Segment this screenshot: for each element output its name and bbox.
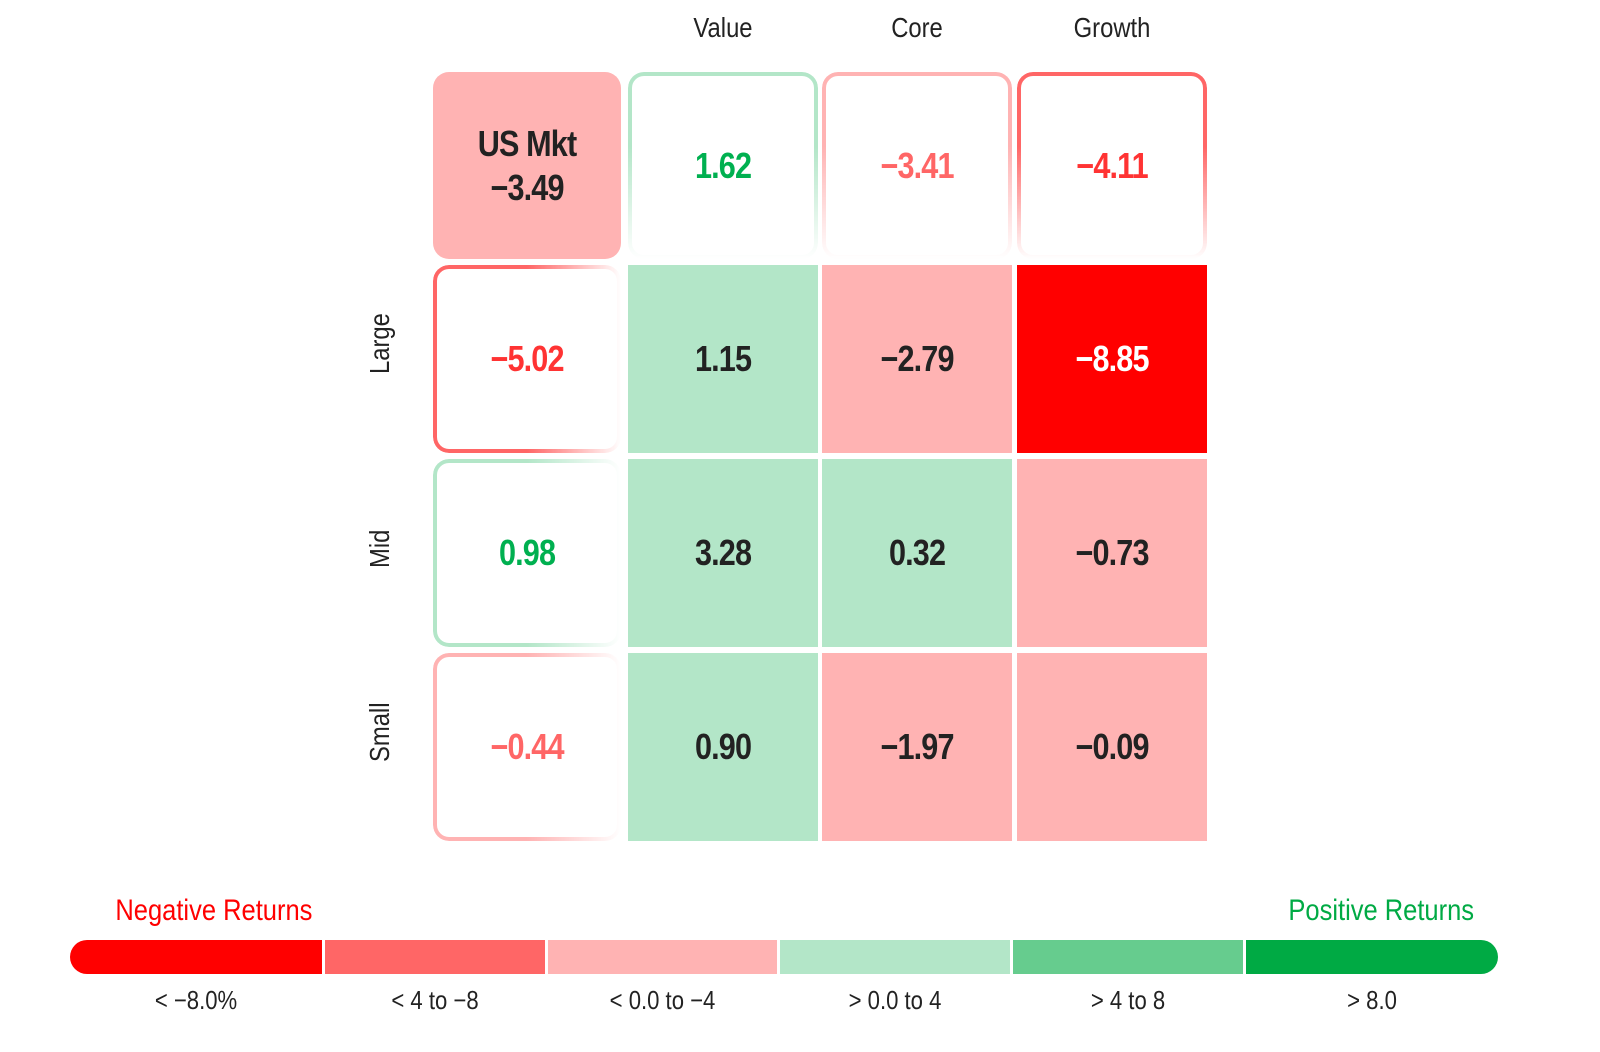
cell-value: −0.73 bbox=[1075, 532, 1149, 573]
heatmap-cell: −8.85 bbox=[1017, 265, 1207, 453]
legend-swatch bbox=[1013, 940, 1243, 974]
market-cell: US Mkt −3.49 bbox=[433, 72, 621, 259]
market-value: −3.49 bbox=[490, 166, 564, 208]
row-total-cell: −0.44 bbox=[433, 653, 621, 841]
cell-value: 1.15 bbox=[694, 338, 752, 379]
legend-swatch bbox=[1246, 940, 1498, 974]
column-total-cell: −4.11 bbox=[1017, 72, 1207, 259]
column-header: Core bbox=[891, 12, 943, 43]
legend-bin-label: > 4 to 8 bbox=[1090, 985, 1166, 1015]
column-total-value: 1.62 bbox=[694, 144, 752, 186]
legend-swatch bbox=[548, 940, 777, 974]
legend-swatch bbox=[780, 940, 1010, 974]
heatmap-cell: 3.28 bbox=[628, 459, 818, 647]
legend-negative-label: Negative Returns bbox=[115, 894, 313, 927]
cell-value: −1.97 bbox=[880, 726, 954, 767]
column-total-value: −4.11 bbox=[1076, 144, 1148, 186]
legend-swatch bbox=[70, 940, 322, 974]
column-header: Value bbox=[693, 12, 753, 43]
cell-value: 3.28 bbox=[694, 532, 752, 573]
row-total-value: −5.02 bbox=[490, 338, 564, 379]
cell-value: −8.85 bbox=[1075, 338, 1149, 379]
row-total-cell: 0.98 bbox=[433, 459, 621, 647]
cell-value: −2.79 bbox=[880, 338, 954, 379]
legend-bin-label: < −8.0% bbox=[154, 985, 238, 1015]
column-total-cell: −3.41 bbox=[822, 72, 1012, 259]
legend-bin-label: > 8.0 bbox=[1347, 985, 1397, 1015]
cell-value: −0.09 bbox=[1075, 726, 1149, 767]
legend-positive-label: Positive Returns bbox=[1288, 894, 1475, 927]
row-total-cell: −5.02 bbox=[433, 265, 621, 453]
row-header: Small bbox=[364, 702, 395, 762]
column-header: Growth bbox=[1073, 12, 1151, 43]
market-label: US Mkt bbox=[477, 122, 577, 164]
column-total-cell: 1.62 bbox=[628, 72, 818, 259]
row-header: Large bbox=[364, 313, 395, 374]
column-total-value: −3.41 bbox=[880, 144, 954, 186]
row-header: Mid bbox=[364, 529, 395, 568]
cell-value: 0.32 bbox=[888, 532, 946, 573]
heatmap-cell: −0.73 bbox=[1017, 459, 1207, 647]
heatmap-cell: −0.09 bbox=[1017, 653, 1207, 841]
row-total-value: 0.98 bbox=[498, 532, 556, 573]
heatmap-cell: −2.79 bbox=[822, 265, 1012, 453]
legend-bin-label: < 0.0 to −4 bbox=[609, 985, 716, 1015]
legend-bin-label: > 0.0 to 4 bbox=[848, 985, 942, 1015]
heatmap-cell: 1.15 bbox=[628, 265, 818, 453]
legend-bin-label: < 4 to −8 bbox=[391, 985, 479, 1015]
legend-swatch bbox=[325, 940, 545, 974]
row-total-value: −0.44 bbox=[490, 726, 564, 767]
heatmap-cell: 0.90 bbox=[628, 653, 818, 841]
cell-value: 0.90 bbox=[694, 726, 752, 767]
heatmap-cell: 0.32 bbox=[822, 459, 1012, 647]
heatmap-cell: −1.97 bbox=[822, 653, 1012, 841]
